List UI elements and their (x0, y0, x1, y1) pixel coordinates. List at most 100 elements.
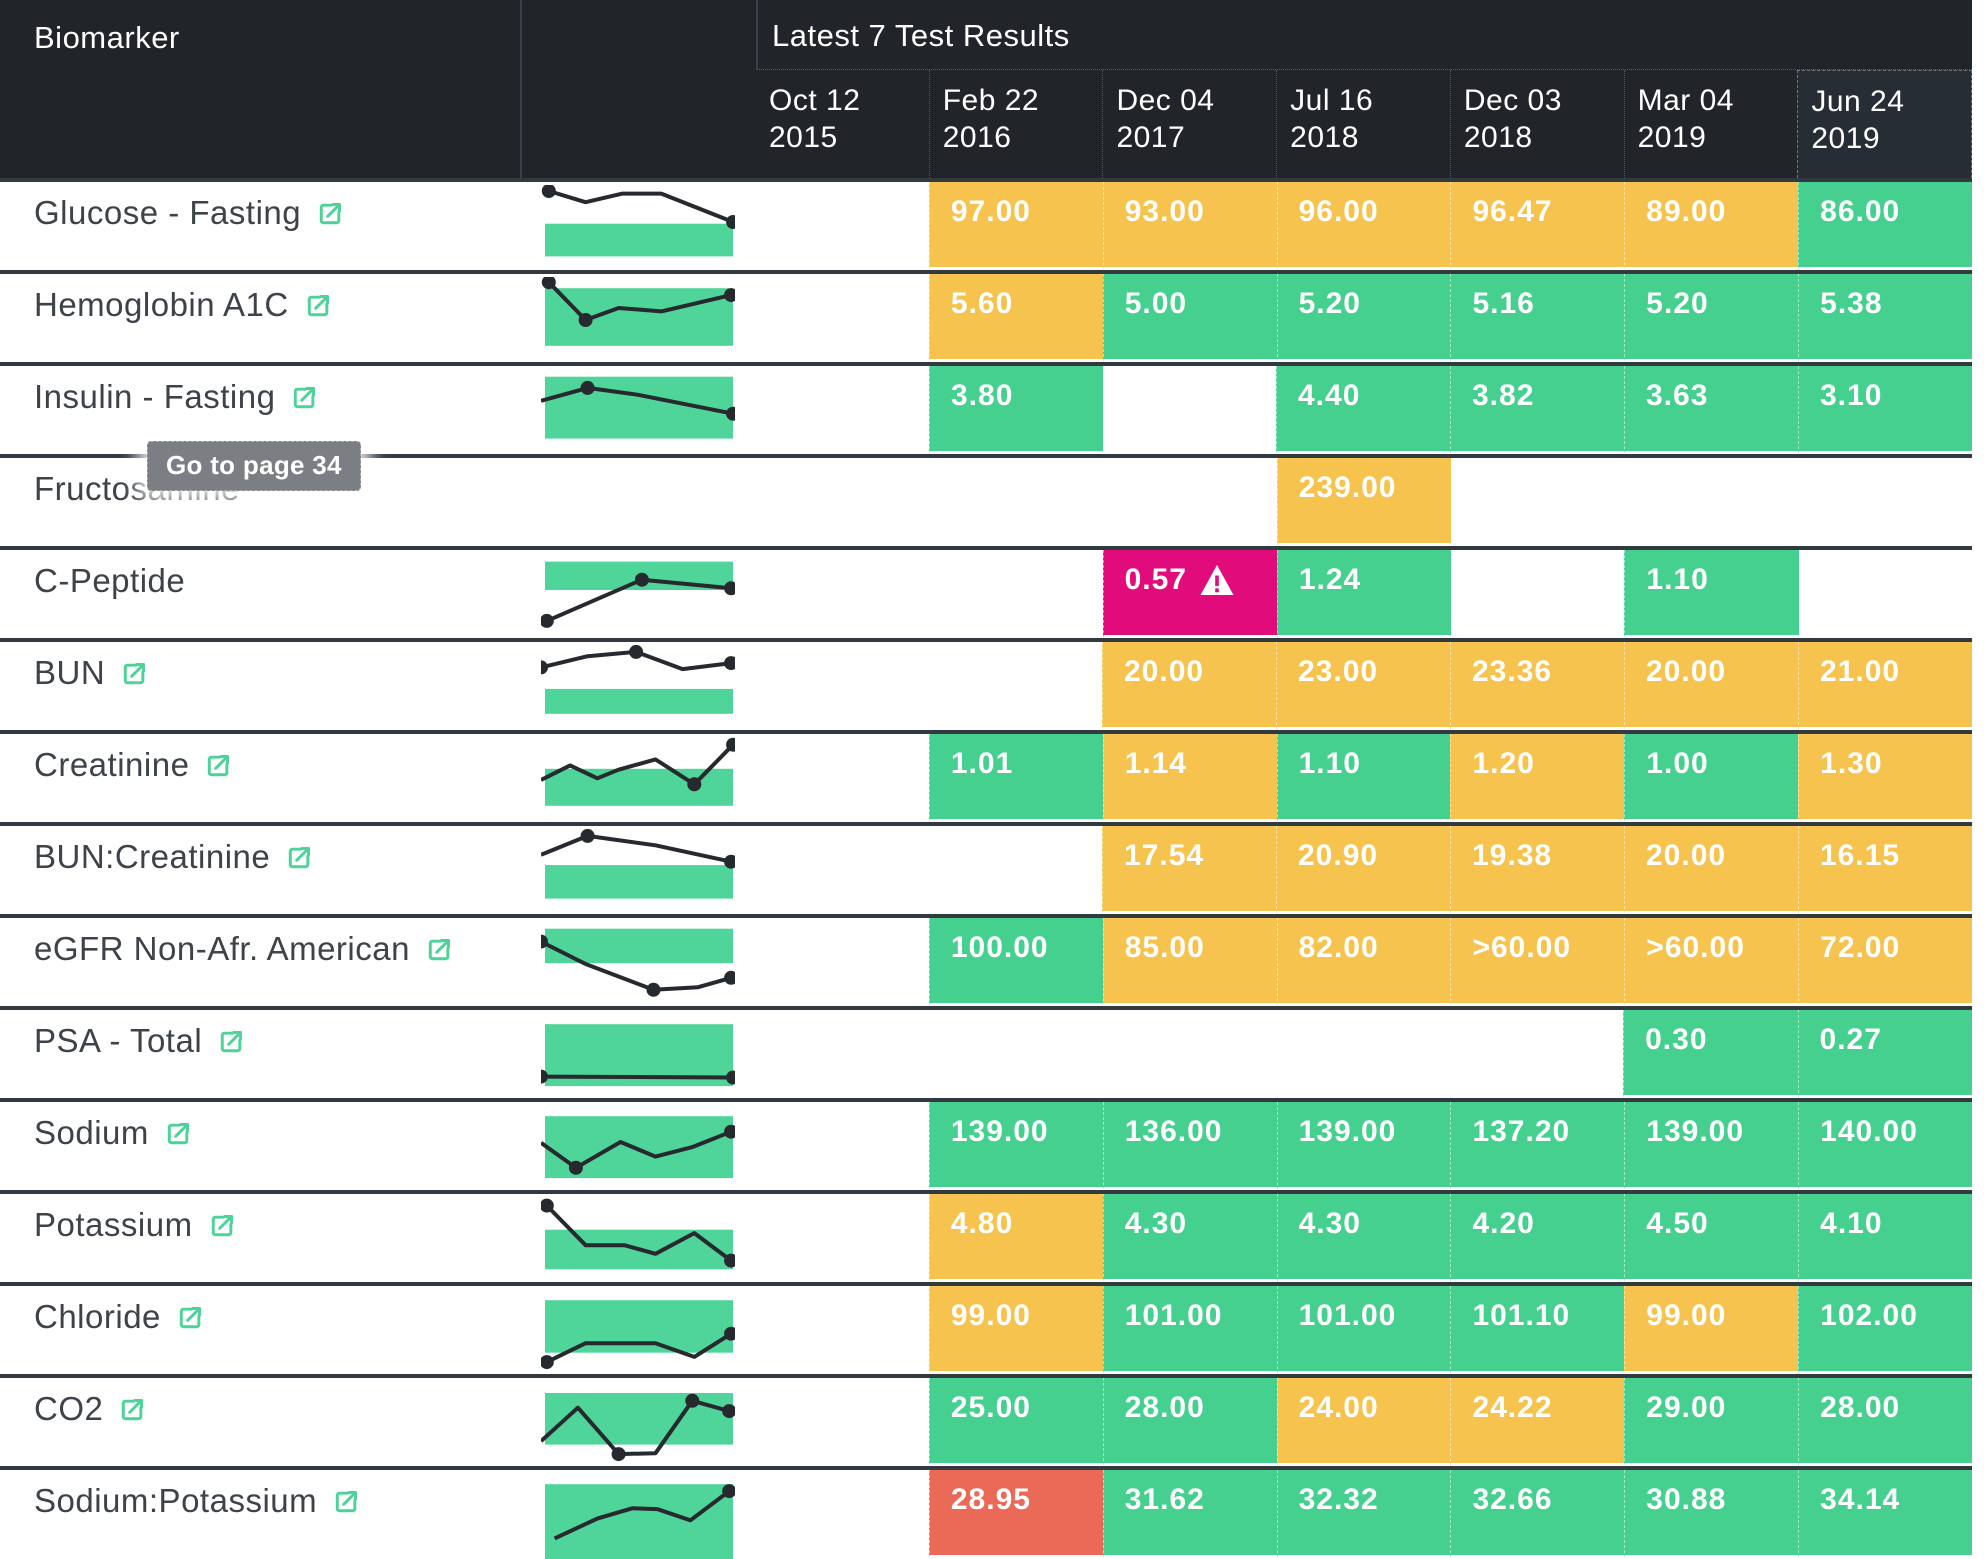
result-value: 28.00 (1124, 1391, 1205, 1424)
biomarker-row: Glucose - Fasting 97.00 93.00 96.00 96.47 89… (0, 178, 1973, 270)
external-link-icon (289, 847, 311, 869)
result-cell: 4.20 (1450, 1194, 1625, 1282)
sparkline (520, 1286, 756, 1374)
result-value: 4.20 (1472, 1207, 1535, 1240)
date-column-header[interactable]: Dec 03 2018 (1449, 70, 1624, 178)
biomarker-link[interactable]: BUN (0, 642, 520, 730)
result-cell: 96.00 (1276, 182, 1451, 270)
date-column-header[interactable]: Oct 12 2015 (756, 70, 929, 178)
biomarker-row: C-Peptide 0.57 1.24 1.10 (0, 546, 1972, 638)
result-cell: >60.00 (1450, 918, 1625, 1006)
biomarker-row: BUN:Creatinine 17.54 20.90 19.38 20.00 16.15 (0, 822, 1972, 914)
result-cell (756, 1470, 929, 1558)
sparkline (520, 1194, 756, 1282)
result-cell: 24.00 (1276, 1378, 1451, 1466)
date-column-header[interactable]: Dec 04 2017 (1102, 70, 1276, 178)
result-cell: 20.00 (1624, 642, 1798, 730)
biomarker-label: Chloride (34, 1298, 161, 1335)
sparkline (520, 366, 756, 454)
result-value: 20.00 (1124, 655, 1205, 688)
biomarker-row: Potassium 4.80 4.30 4.30 4.20 4.50 4.10 (0, 1190, 1973, 1282)
result-value: 140.00 (1820, 1115, 1918, 1148)
result-value: 16.15 (1820, 839, 1901, 872)
result-cell (756, 918, 929, 1006)
result-cell (756, 826, 929, 914)
biomarker-label: Potassium (34, 1206, 193, 1243)
result-cell: 20.00 (1624, 826, 1798, 914)
date-column-header[interactable]: Jul 16 2018 (1276, 70, 1450, 178)
biomarker-label: Sodium:Potassium (34, 1482, 318, 1519)
result-cell: 0.27 (1797, 1010, 1972, 1098)
result-cell (756, 1378, 929, 1466)
date-line2: 2018 (1290, 121, 1359, 154)
result-value: 137.20 (1472, 1115, 1571, 1148)
result-value: 30.88 (1646, 1483, 1727, 1516)
biomarker-link[interactable]: Hemoglobin A1C (0, 274, 520, 362)
biomarker-link[interactable]: Potassium (0, 1194, 520, 1282)
result-cell: 23.00 (1276, 642, 1450, 730)
result-value: 3.63 (1646, 379, 1709, 412)
biomarker-link[interactable]: Insulin - Fasting (0, 366, 520, 454)
date-line2: 2018 (1463, 121, 1533, 154)
biomarker-link[interactable]: PSA - Total (0, 1010, 520, 1098)
biomarker-row: Insulin - Fasting 3.80 4.40 3.82 3.63 3.10 (0, 362, 1972, 454)
external-link-icon (211, 1215, 233, 1237)
result-value: 19.38 (1472, 839, 1553, 872)
result-cell: >60.00 (1624, 918, 1799, 1006)
external-link-icon (220, 1031, 243, 1053)
result-cell: 99.00 (928, 1286, 1103, 1374)
go-to-page-tooltip: Go to page 34 (147, 441, 361, 491)
sparkline-column-header (520, 0, 756, 178)
result-cell (756, 458, 930, 546)
result-cell: 93.00 (1102, 182, 1277, 270)
sparkline (520, 918, 756, 1006)
result-value: 1.10 (1298, 747, 1361, 780)
result-value: 72.00 (1820, 931, 1901, 964)
biomarker-label: Glucose - Fasting (34, 194, 302, 231)
result-cell (929, 550, 1102, 638)
result-cell: 136.00 (1102, 1102, 1277, 1190)
result-cell: 1.20 (1450, 734, 1625, 822)
sparkline (520, 734, 756, 822)
biomarker-link[interactable]: Sodium (0, 1102, 520, 1190)
result-value: 32.66 (1472, 1483, 1553, 1516)
result-cell: 32.66 (1450, 1470, 1625, 1558)
result-value: 1.10 (1646, 563, 1709, 596)
result-cell: 96.47 (1450, 182, 1625, 270)
result-cell: 139.00 (1624, 1102, 1799, 1190)
result-cell (756, 1102, 929, 1190)
date-line1: Dec 04 (1116, 84, 1215, 117)
date-column-header[interactable]: Jun 24 2019 (1797, 70, 1973, 178)
result-value: 23.00 (1298, 655, 1379, 688)
biomarker-label: Insulin - Fasting (34, 378, 276, 415)
result-cell: 5.00 (1102, 274, 1277, 362)
result-value: 0.57 (1124, 563, 1187, 596)
biomarker-link[interactable]: eGFR Non-Afr. American (0, 918, 520, 1006)
biomarker-link[interactable]: Glucose - Fasting (0, 182, 520, 270)
result-cell: 4.30 (1102, 1194, 1277, 1282)
result-cell: 28.95 (928, 1470, 1103, 1558)
result-cell: 101.00 (1102, 1286, 1277, 1374)
result-value: 24.22 (1472, 1391, 1553, 1424)
result-cell (1798, 458, 1972, 546)
result-cell: 0.57 (1102, 550, 1277, 638)
biomarker-link[interactable]: Creatinine (0, 734, 520, 822)
date-line1: Feb 22 (942, 84, 1040, 117)
biomarker-link[interactable]: BUN:Creatinine (0, 826, 520, 914)
date-column-header[interactable]: Mar 04 2019 (1623, 70, 1798, 178)
biomarker-link[interactable]: CO2 (0, 1378, 520, 1466)
result-cell: 34.14 (1798, 1470, 1973, 1558)
sparkline (520, 182, 756, 270)
sparkline (520, 1470, 756, 1559)
external-link-icon (124, 663, 146, 685)
result-value: 86.00 (1820, 195, 1901, 228)
date-column-header[interactable]: Feb 22 2016 (928, 70, 1103, 178)
biomarker-link[interactable]: Chloride (0, 1286, 520, 1374)
biomarker-link[interactable]: Sodium:Potassium (0, 1470, 520, 1558)
result-cell: 85.00 (1102, 918, 1277, 1006)
biomarker-column-header: Biomarker (34, 20, 180, 55)
result-cell (756, 642, 929, 730)
result-cell: 3.63 (1624, 366, 1798, 454)
result-cell: 72.00 (1798, 918, 1973, 1006)
external-link-icon (428, 939, 450, 961)
